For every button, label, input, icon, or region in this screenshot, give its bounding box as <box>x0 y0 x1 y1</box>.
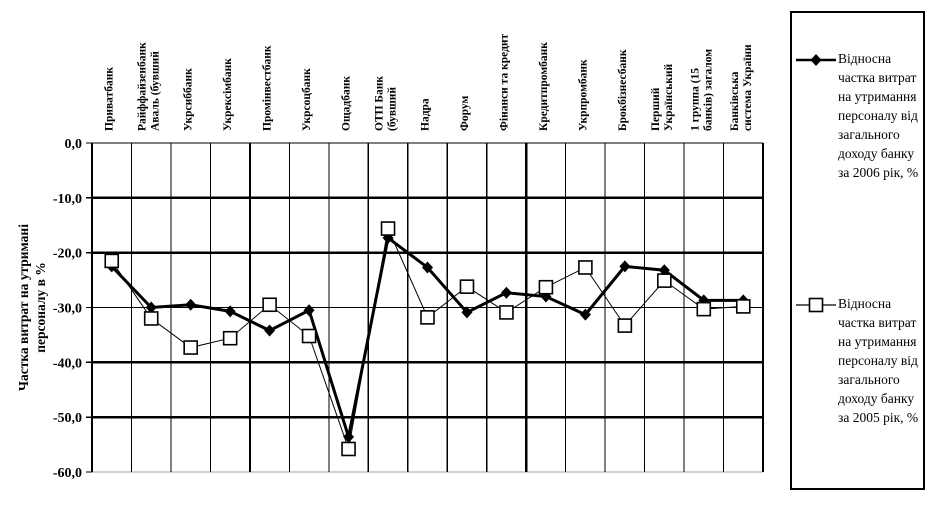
y-tick-label: -40,0 <box>53 356 82 371</box>
open-square-icon <box>796 297 836 313</box>
category-label: ОТП Банк <box>374 76 386 131</box>
open-square-marker <box>538 279 554 295</box>
y-axis-title: Частка витрат на утримані <box>16 224 31 391</box>
category-label: Ощадбанк <box>341 76 353 131</box>
category-label: Форум <box>459 96 471 131</box>
category-label: Укрексімбанк <box>222 58 234 131</box>
filled-diamond-marker <box>264 324 276 337</box>
y-tick-label: 0,0 <box>65 137 83 152</box>
y-axis-title: персоналу в % <box>33 262 48 353</box>
category-label: Укрсоцбанк <box>301 68 313 131</box>
open-square-marker <box>222 330 238 346</box>
filled-diamond-icon <box>796 54 836 66</box>
category-label: Промінвестбанк <box>262 45 274 131</box>
open-square-marker <box>617 318 633 333</box>
open-square-marker <box>657 273 672 288</box>
open-square-marker <box>459 279 475 294</box>
open-square-marker <box>735 299 751 314</box>
category-label: (бувший <box>387 87 399 131</box>
category-label: Брокбізнесбанк <box>617 49 629 131</box>
filled-diamond-marker <box>145 301 157 314</box>
category-label: Банківська <box>729 71 741 131</box>
open-square-marker <box>808 297 824 313</box>
legend-entry: Відносна частка витрат на утримання персона… <box>796 49 926 182</box>
category-label: Український <box>663 63 675 131</box>
filled-diamond-marker <box>224 305 236 318</box>
y-tick-label: -60,0 <box>53 466 82 481</box>
open-square-marker <box>578 260 593 275</box>
y-tick-label: -20,0 <box>53 247 82 262</box>
legend-entry: Відносна частка витрат на утримання персона… <box>796 294 926 427</box>
open-square-marker <box>183 340 198 355</box>
legend-label: Відносна частка витрат на утримання персона… <box>838 51 919 180</box>
open-square-marker <box>499 305 514 320</box>
y-tick-label: -50,0 <box>53 411 82 426</box>
category-label: банків) загалом <box>702 49 714 131</box>
filled-diamond-marker <box>461 306 473 319</box>
category-label: Укрпромбанк <box>577 59 589 131</box>
open-square-marker <box>380 221 396 236</box>
category-label: 1 группа (15 <box>689 68 701 131</box>
category-label: Кредитпромбанк <box>538 42 550 131</box>
filled-diamond-marker <box>185 298 197 311</box>
filled-diamond-marker <box>810 54 822 66</box>
category-label: Перший <box>650 87 662 131</box>
filled-diamond-marker <box>500 286 512 299</box>
open-square-marker <box>301 328 317 344</box>
open-square-marker <box>262 297 277 313</box>
filled-diamond-marker <box>579 308 591 321</box>
y-tick-label: -30,0 <box>53 302 82 317</box>
open-square-marker <box>341 441 356 457</box>
legend-label: Відносна частка витрат на утримання персона… <box>838 296 919 425</box>
filled-diamond-marker <box>303 304 315 317</box>
open-square-marker <box>104 253 120 269</box>
filled-diamond-marker <box>422 261 433 274</box>
category-label: Райффайзенбанк <box>137 42 149 131</box>
open-square-marker <box>420 310 435 325</box>
open-square-marker <box>696 301 712 317</box>
filled-diamond-marker <box>619 260 631 273</box>
category-label: Надра <box>420 98 432 131</box>
category-label: система України <box>742 44 754 131</box>
y-tick-label: -10,0 <box>53 192 82 207</box>
chart-plot-area: 0,0 -10,0 -20,0 -30,0 -40,0 -50,0 -60,0 Приватб… <box>16 33 765 481</box>
filled-diamond-marker <box>658 264 670 277</box>
category-label: Аваль (бувший <box>150 51 162 131</box>
chart-legend: Відносна частка витрат на утримання персона… <box>790 11 925 490</box>
category-label: Фінанси та кредит <box>498 33 510 131</box>
category-label: Приватбанк <box>104 67 116 131</box>
category-label: Укрсиббанк <box>183 68 195 131</box>
open-square-marker <box>143 311 159 326</box>
